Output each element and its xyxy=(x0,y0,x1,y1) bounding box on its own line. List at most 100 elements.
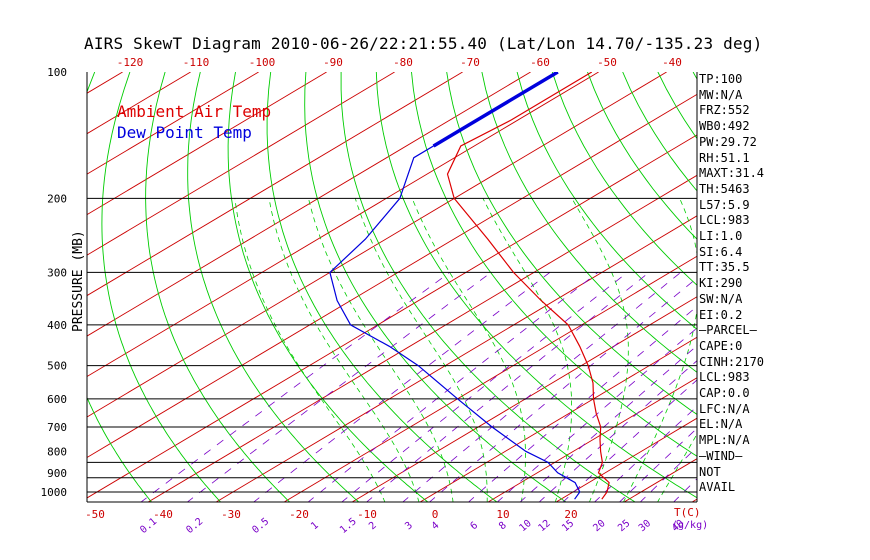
mixing-ratio-label: 0.5 xyxy=(250,516,271,536)
stat-line: WB0:492 xyxy=(699,119,750,134)
pressure-tick-label: 100 xyxy=(47,66,67,79)
chart-title: AIRS SkewT Diagram 2010-06-26/22:21:55.4… xyxy=(84,34,763,53)
stat-line: —PARCEL— xyxy=(699,323,757,338)
stat-line: KI:290 xyxy=(699,276,743,291)
top-temp-tick-label: -90 xyxy=(323,56,343,69)
moist-adiabat-line xyxy=(623,198,697,502)
dry-adiabat-line xyxy=(375,72,697,499)
moist-adiabat-line xyxy=(411,198,526,502)
pressure-tick-label: 500 xyxy=(47,360,67,373)
mixing-ratio-line xyxy=(253,272,551,502)
mixing-ratio-label: 30 xyxy=(637,518,653,534)
isotherm-line xyxy=(87,72,599,378)
stat-line: SI:6.4 xyxy=(699,244,743,259)
temp-unit-label: T(C) xyxy=(674,506,701,519)
stat-line: TT:35.5 xyxy=(699,260,750,275)
top-temp-tick-label: -100 xyxy=(249,56,276,69)
top-temp-tick-label: -80 xyxy=(393,56,413,69)
mixing-ratio-line xyxy=(593,405,697,502)
mixing-ratio-line xyxy=(307,272,599,502)
stat-line: SW:N/A xyxy=(699,291,743,306)
temp-tick-label: 0 xyxy=(432,508,439,521)
ambient-temp-line xyxy=(446,72,610,500)
isotherm-line xyxy=(87,72,395,256)
legend-dewpoint: Dew Point Temp xyxy=(117,123,252,142)
mixing-ratio-line xyxy=(673,478,697,502)
isotherm-line xyxy=(87,72,327,216)
sounding-indices: TP:100 MW:N/A FRZ:552 WB0:492 PW:29.72 RH:51.… xyxy=(699,72,869,496)
dry-adiabat-line xyxy=(340,72,636,502)
sounding-series xyxy=(329,72,610,500)
temp-tick-label: -10 xyxy=(357,508,377,521)
top-temp-tick-label: -110 xyxy=(183,56,210,69)
dry-adiabat-line xyxy=(101,72,222,502)
temp-tick-label: -40 xyxy=(153,508,173,521)
mixing-ratio-line xyxy=(519,345,697,502)
isotherm-line xyxy=(147,174,697,502)
mixing-ratio-line xyxy=(428,277,697,502)
stat-line: AVAIL xyxy=(699,480,736,495)
mixing-ratio-line xyxy=(562,379,697,502)
temp-tick-label: 10 xyxy=(496,508,509,521)
isotherm-lines xyxy=(0,72,697,503)
stat-line: MAXT:31.4 xyxy=(699,166,765,181)
mixing-ratio-label: 25 xyxy=(616,518,632,534)
pressure-tick-label: 200 xyxy=(47,192,67,205)
mixing-ratio-line xyxy=(538,360,697,502)
mixing-ratio-line xyxy=(639,446,697,502)
temp-tick-label: -30 xyxy=(221,508,241,521)
mixing-ratio-lines xyxy=(140,272,697,502)
stat-line: L57:5.9 xyxy=(699,197,750,212)
dry-adiabat-line xyxy=(411,72,697,457)
pressure-tick-label: 800 xyxy=(47,445,67,458)
dry-adiabat-line xyxy=(145,72,291,502)
moist-adiabat-line xyxy=(354,198,488,502)
mixing-ratio-line xyxy=(467,305,697,502)
pressure-tick-label: 900 xyxy=(47,467,67,480)
stat-line: PW:29.72 xyxy=(699,134,757,149)
mixing-ratio-label: 4 xyxy=(430,520,442,532)
mixing-ratio-label: 0.2 xyxy=(184,516,205,536)
stat-line: EI:0.2 xyxy=(699,307,743,322)
pressure-tick-label: 400 xyxy=(47,319,67,332)
isotherm-line xyxy=(0,72,55,503)
stat-line: MW:N/A xyxy=(699,87,743,102)
dew-point-line xyxy=(329,72,581,500)
moist-adiabat-line xyxy=(657,433,697,502)
moist-adiabat-line xyxy=(308,198,454,502)
moist-adiabat-line xyxy=(571,198,629,502)
mixing-ratio-label: 1.5 xyxy=(338,516,359,536)
dry-adiabat-line xyxy=(187,72,360,502)
stat-line: NOT xyxy=(699,464,721,479)
dry-adiabat-lines xyxy=(87,72,697,502)
moist-adiabat-line xyxy=(234,198,386,502)
mixing-ratio-label: 10 xyxy=(517,518,533,534)
isotherm-line xyxy=(87,72,463,297)
pressure-tick-label: 300 xyxy=(47,266,67,279)
isobar-lines xyxy=(87,197,697,493)
mixing-ratio-line xyxy=(341,272,628,502)
legend-ambient: Ambient Air Temp xyxy=(117,102,271,121)
mixing-ratio-label: 12 xyxy=(536,518,552,534)
isotherm-line xyxy=(87,72,123,94)
dry-adiabat-line xyxy=(87,72,153,502)
mixing-ratio-label: 2 xyxy=(367,520,379,532)
isotherm-line xyxy=(87,72,531,337)
isotherm-line xyxy=(87,93,697,458)
stat-line: TP:100 xyxy=(699,72,743,86)
stat-line: CAPE:0 xyxy=(699,338,743,353)
top-temp-tick-label: -70 xyxy=(460,56,480,69)
temp-tick-label: -20 xyxy=(289,508,309,521)
stat-line: FRZ:552 xyxy=(699,103,750,118)
dry-adiabat-line xyxy=(551,72,697,286)
top-temp-tick-label: -60 xyxy=(530,56,550,69)
stat-line: MPL:N/A xyxy=(699,433,750,448)
isotherm-line xyxy=(351,296,697,502)
mixing-ratio-label: 20 xyxy=(591,518,607,534)
dry-adiabat-line xyxy=(266,72,498,502)
top-temp-tick-label: -50 xyxy=(597,56,617,69)
mixing-ratio-label: 1 xyxy=(309,520,321,532)
mixing-ratio-line xyxy=(402,272,681,502)
top-temp-tick-label: -40 xyxy=(662,56,682,69)
